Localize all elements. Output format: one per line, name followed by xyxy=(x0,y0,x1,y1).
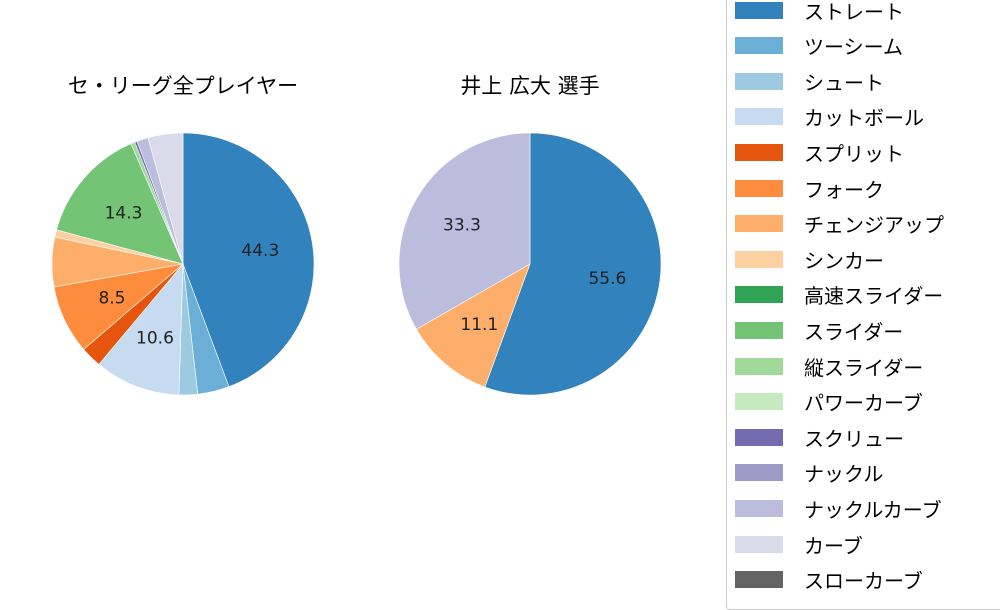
legend-label: スローカーブ xyxy=(804,569,923,594)
legend-label: シュート xyxy=(804,70,884,95)
slice-value-label: 44.3 xyxy=(241,241,279,261)
legend-item: ナックル xyxy=(735,458,883,488)
legend-label: ナックル xyxy=(804,462,884,487)
legend: ストレートツーシームシュートカットボール スプリットフォークチェンジアップ シンカー… xyxy=(726,0,1000,610)
legend-label: スライダー xyxy=(804,319,904,344)
legend-swatch xyxy=(735,37,783,55)
legend-swatch xyxy=(735,143,783,161)
legend-label: スクリュー xyxy=(804,426,904,451)
legend-label: フォーク xyxy=(804,177,884,202)
slice-value-label: 11.1 xyxy=(460,315,498,335)
left-pie-title: セ・リーグ全プレイヤー xyxy=(67,74,299,98)
legend-item: スライダー xyxy=(735,315,903,345)
legend-swatch xyxy=(735,215,783,233)
legend-swatch xyxy=(735,393,783,411)
legend-label: スプリット xyxy=(804,141,904,166)
league-pie-chart: 44.3 10.6 8.5 14.3 xyxy=(51,132,315,396)
slice-value-label: 33.3 xyxy=(443,216,481,236)
slice-value-label: 14.3 xyxy=(105,204,143,224)
legend-swatch xyxy=(735,179,783,197)
legend-swatch xyxy=(735,72,783,90)
legend-item: シュート xyxy=(735,66,884,96)
legend-item: カットボール xyxy=(735,102,924,132)
legend-item: チェンジアップ xyxy=(735,209,944,239)
legend-label: パワーカーブ xyxy=(804,391,923,416)
pie-slice xyxy=(147,132,184,265)
legend-swatch xyxy=(735,357,783,375)
legend-swatch xyxy=(735,499,783,517)
slice-value-label: 10.6 xyxy=(136,328,174,348)
legend-swatch xyxy=(735,1,783,19)
legend-item: スローカーブ xyxy=(735,565,923,595)
slice-value-label: 8.5 xyxy=(98,289,125,309)
legend-item: カーブ xyxy=(735,529,863,559)
legend-label: ストレート xyxy=(804,0,904,24)
legend-swatch xyxy=(735,428,783,446)
legend-item: シンカー xyxy=(735,244,884,274)
legend-label: 縦スライダー xyxy=(804,355,924,380)
pie-slice xyxy=(398,132,531,330)
legend-item: ツーシーム xyxy=(735,31,903,61)
legend-swatch xyxy=(735,250,783,268)
pie-slice xyxy=(98,263,184,396)
legend-swatch xyxy=(735,571,783,589)
legend-label: カットボール xyxy=(804,106,924,131)
legend-item: フォーク xyxy=(735,173,884,203)
slice-value-label: 55.6 xyxy=(588,269,626,289)
legend-label: カーブ xyxy=(804,533,863,558)
legend-swatch xyxy=(735,286,783,304)
legend-swatch xyxy=(735,108,783,126)
right-pie-title: 井上 広大 選手 xyxy=(460,74,600,98)
pie-slice xyxy=(56,143,184,265)
legend-label: ナックルカーブ xyxy=(804,497,942,522)
legend-item: ストレート xyxy=(735,0,904,25)
legend-swatch xyxy=(735,464,783,482)
legend-label: ツーシーム xyxy=(804,35,903,60)
pie-slice xyxy=(182,132,315,388)
player-pie-chart: 55.6 11.1 33.3 xyxy=(398,132,662,396)
legend-label: シンカー xyxy=(804,248,884,273)
legend-swatch xyxy=(735,535,783,553)
legend-item: スプリット xyxy=(735,137,904,167)
legend-item: ナックルカーブ xyxy=(735,493,942,523)
legend-label: 高速スライダー xyxy=(804,284,944,309)
legend-item: 高速スライダー xyxy=(735,280,943,310)
pie-slice xyxy=(484,132,662,396)
legend-label: チェンジアップ xyxy=(804,213,944,238)
legend-item: 縦スライダー xyxy=(735,351,923,381)
legend-item: パワーカーブ xyxy=(735,387,923,417)
pie-slice xyxy=(416,263,531,388)
legend-item: スクリュー xyxy=(735,422,904,452)
legend-swatch xyxy=(735,321,783,339)
